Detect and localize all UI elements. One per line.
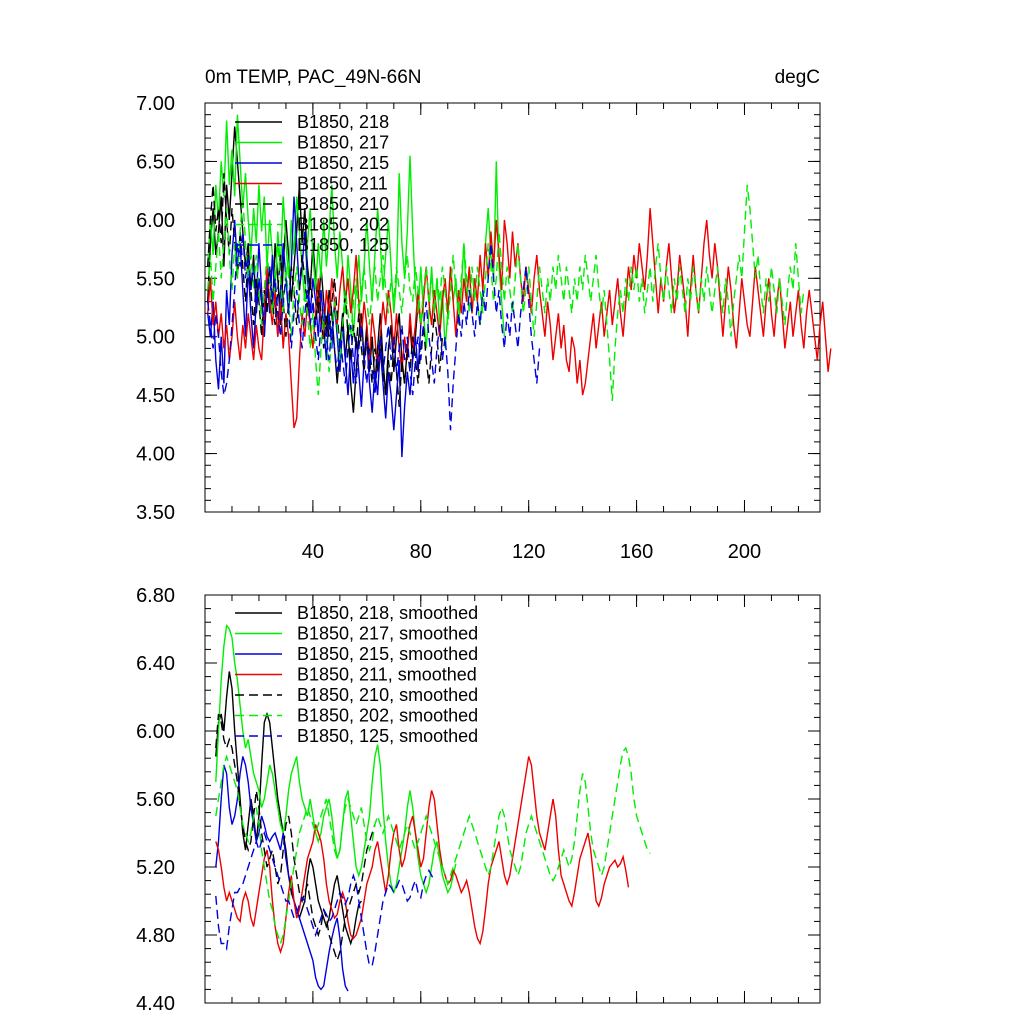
legend-label: B1850, 202, smoothed [297, 706, 478, 726]
legend-label: B1850, 202 [297, 215, 389, 235]
y-tick-label: 6.80 [136, 585, 175, 607]
bottom-panel-smoothed: 4.40 4.80 5.20 5.60 6.00 6.40 6.80 B1850, 218, … [136, 585, 821, 1015]
legend-label: B1850, 211 [297, 174, 388, 194]
legend-label: B1850, 217 [297, 133, 389, 153]
y-tick-label: 6.40 [136, 653, 175, 675]
y-tick-label: 7.00 [136, 93, 175, 115]
y-tick-label: 5.50 [136, 268, 175, 290]
y-tick-label: 5.60 [136, 789, 175, 811]
x-tick-label: 200 [728, 541, 761, 563]
chart-title: 0m TEMP, PAC_49N-66N [205, 67, 421, 88]
series-line-b1850-125-smoothed [215, 830, 435, 967]
top-panel-raw: 3.50 4.00 4.50 5.00 5.50 6.00 6.50 7.00 40 80 120 1… [136, 93, 832, 563]
series-line-b1850-125 [207, 231, 541, 431]
x-tick-label: 160 [620, 541, 653, 563]
y-tick-label: 4.40 [136, 993, 175, 1015]
legend-label: B1850, 210, smoothed [297, 685, 478, 705]
legend-label: B1850, 125 [297, 235, 389, 255]
units-label: degC [775, 67, 820, 88]
x-tick-label: 40 [302, 541, 324, 563]
y-tick-label: 5.00 [136, 327, 175, 349]
legend-label: B1850, 217, smoothed [297, 624, 478, 644]
legend-label: B1850, 215, smoothed [297, 644, 478, 664]
legend-label: B1850, 125, smoothed [297, 726, 478, 746]
y-tick-label: 4.00 [136, 444, 175, 466]
legend-label: B1850, 215 [297, 153, 389, 173]
y-tick-label: 6.00 [136, 210, 175, 232]
y-tick-label: 4.80 [136, 925, 175, 947]
series-line-b1850-210-smoothed [215, 713, 376, 963]
y-tick-label: 4.50 [136, 385, 175, 407]
series-line-b1850-211-smoothed [215, 756, 630, 955]
y-tick-label: 6.50 [136, 151, 175, 173]
legend-label: B1850, 218 [297, 112, 389, 132]
series-line-b1850-215 [207, 196, 422, 458]
plot-frame [204, 102, 821, 513]
x-tick-label: 80 [410, 541, 432, 563]
x-tick-label: 120 [512, 541, 545, 563]
series-line-b1850-202 [207, 184, 805, 402]
y-tick-label: 3.50 [136, 502, 175, 524]
legend-label: B1850, 211, smoothed [297, 665, 477, 685]
legend-label: B1850, 210 [297, 194, 389, 214]
y-tick-label: 5.20 [136, 857, 175, 879]
series-line-b1850-215-smoothed [215, 756, 349, 992]
legend-label: B1850, 218, smoothed [297, 603, 478, 623]
y-tick-label: 6.00 [136, 721, 175, 743]
series-line-b1850-217 [207, 114, 506, 349]
